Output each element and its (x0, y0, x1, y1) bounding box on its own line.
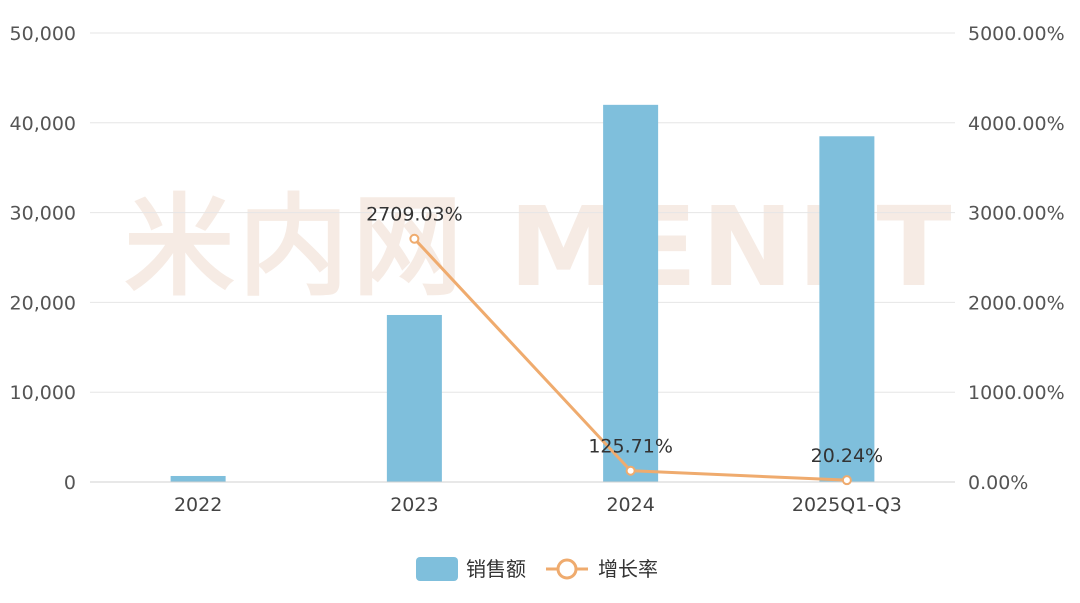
right-y-tick-label: 3000.00% (968, 203, 1065, 225)
left-y-tick-label: 10,000 (10, 382, 76, 404)
bar-2025Q1-Q3[interactable] (819, 136, 875, 482)
legend-item-sales[interactable]: 销售额 (416, 557, 526, 581)
legend-label-growth: 增长率 (598, 557, 658, 581)
growth-data-label: 20.24% (811, 445, 883, 467)
right-y-tick-label: 2000.00% (968, 292, 1065, 314)
growth-data-label: 125.71% (588, 436, 673, 458)
legend-line-marker-icon (556, 558, 578, 580)
right-y-tick-label: 1000.00% (968, 382, 1065, 404)
growth-data-label: 2709.03% (366, 204, 463, 226)
left-y-tick-label: 20,000 (10, 292, 76, 314)
growth-point-2023[interactable] (409, 233, 420, 244)
left-y-tick-label: 30,000 (10, 203, 76, 225)
growth-point-2024[interactable] (625, 465, 636, 476)
x-axis: 2022 2023 2024 2025Q1-Q3 (90, 481, 955, 516)
line-series: 2709.03% 125.71% 20.24% (366, 204, 883, 486)
right-y-axis: 0.00% 1000.00% 2000.00% 3000.00% 4000.00% 500… (968, 23, 1065, 494)
left-y-axis: 0 10,000 20,000 30,000 40,000 50,000 (10, 23, 76, 494)
bar-2024[interactable] (603, 104, 659, 482)
left-y-tick-label: 50,000 (10, 23, 76, 45)
legend-label-sales: 销售额 (466, 557, 526, 581)
growth-point-2025Q1-Q3[interactable] (841, 475, 852, 486)
x-tick-label: 2025Q1-Q3 (792, 494, 902, 516)
bar-2022[interactable] (170, 475, 226, 482)
legend-bar-swatch (416, 557, 458, 581)
legend[interactable]: 销售额 增长率 (416, 557, 658, 581)
right-y-tick-label: 0.00% (968, 472, 1028, 494)
x-tick-label: 2022 (174, 494, 222, 516)
x-tick-label: 2023 (390, 494, 438, 516)
left-y-tick-label: 0 (64, 472, 76, 494)
x-tick-label: 2024 (606, 494, 654, 516)
right-y-tick-label: 5000.00% (968, 23, 1065, 45)
watermark: 米内网 MENET (124, 183, 955, 311)
bar-series (170, 104, 875, 482)
left-y-tick-label: 40,000 (10, 113, 76, 135)
bar-2023[interactable] (386, 314, 442, 482)
legend-item-growth[interactable]: 增长率 (546, 557, 658, 581)
right-y-tick-label: 4000.00% (968, 113, 1065, 135)
